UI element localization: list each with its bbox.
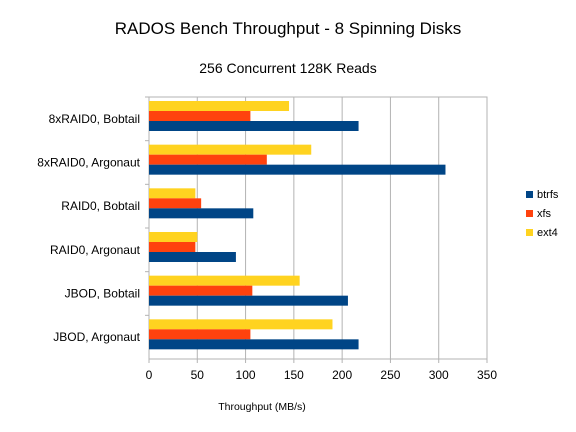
bar-btrfs [149,164,446,175]
bar-btrfs [149,339,359,350]
bar-btrfs [149,252,236,262]
bar-ext4 [149,188,196,199]
bar-xfs [149,285,253,296]
x-tick-label: 100 [236,368,256,382]
bar-ext4 [149,144,312,155]
category-label: RAID0, Bobtail [61,199,140,213]
legend: btrfs xfs ext4 [526,189,559,239]
x-tick-label: 250 [380,368,400,382]
legend-label-ext4: ext4 [537,227,558,239]
x-tick-labels: 0 50 100 150 200 250 300 350 [146,368,498,382]
legend-swatch-xfs [526,210,533,217]
bar-xfs [149,111,251,121]
x-tick-label: 200 [332,368,352,382]
bar-ext4 [149,275,300,286]
bar-xfs [149,154,267,165]
bar-ext4 [149,232,198,242]
category-label: RAID0, Argonaut [50,243,141,257]
category-label: 8xRAID0, Bobtail [49,112,140,126]
legend-swatch-btrfs [526,191,533,198]
x-tick-label: 150 [284,368,304,382]
bar-ext4 [149,319,333,330]
chart-subtitle: 256 Concurrent 128K Reads [199,60,376,76]
category-labels: 8xRAID0, Bobtail 8xRAID0, Argonaut RAID0, … [37,112,140,344]
bar-btrfs [149,208,254,219]
bar-xfs [149,242,196,252]
gridlines [145,96,488,363]
x-tick-label: 300 [429,368,449,382]
x-axis-label: Throughput (MB/s) [218,401,306,413]
bar-btrfs [149,121,359,131]
legend-label-btrfs: btrfs [537,189,559,201]
x-tick-label: 50 [191,368,205,382]
bar-xfs [149,329,251,340]
bar-btrfs [149,295,348,306]
chart-title: RADOS Bench Throughput - 8 Spinning Disk… [115,19,461,38]
legend-swatch-ext4 [526,229,533,236]
category-label: 8xRAID0, Argonaut [37,156,140,170]
bar-ext4 [149,101,290,111]
x-tick-label: 350 [477,368,497,382]
legend-label-xfs: xfs [537,208,552,220]
plot-area [148,96,488,360]
category-label: JBOD, Bobtail [65,287,140,301]
bar-xfs [149,198,202,209]
x-tick-label: 0 [146,368,153,382]
bars [149,101,446,350]
category-label: JBOD, Argonaut [53,330,140,344]
